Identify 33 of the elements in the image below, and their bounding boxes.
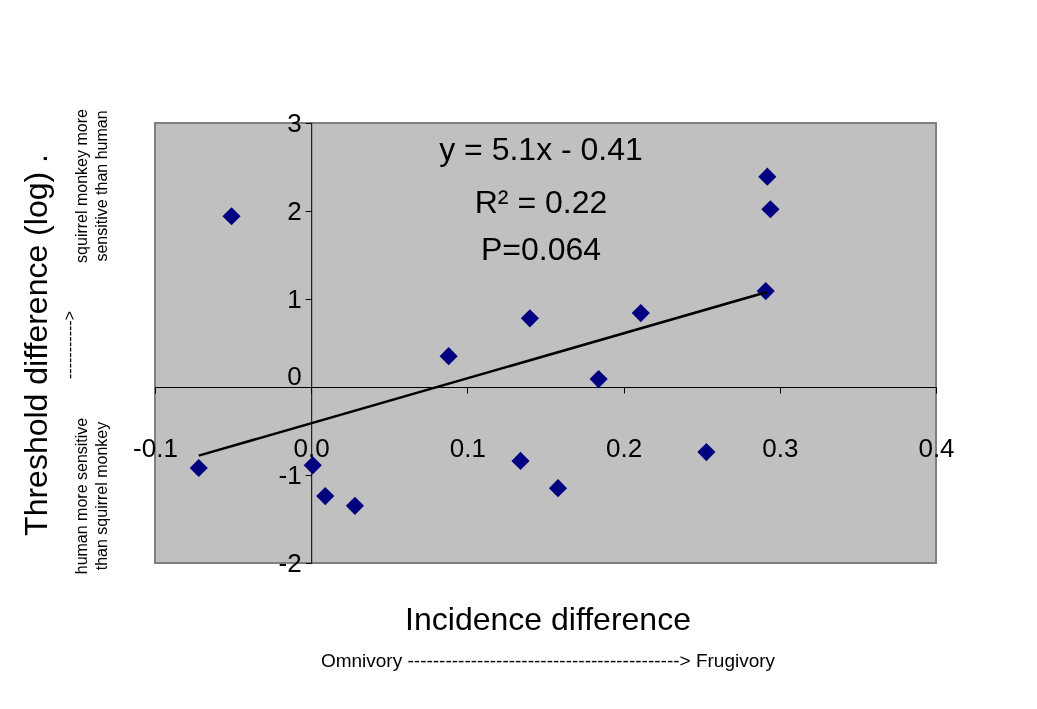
point [222, 207, 241, 226]
x-tick-label: 0.4 [918, 432, 955, 463]
point [345, 496, 365, 515]
point [697, 443, 716, 462]
text: squirrel monkey more sensitive than human [73, 108, 110, 263]
y-tick-label: -2 [278, 547, 302, 578]
y-axis-title: Threshold difference (log) . [18, 154, 54, 536]
x-axis-title: Incidence difference [405, 601, 691, 637]
text: -----------> [61, 311, 78, 379]
point [511, 451, 530, 470]
point [631, 304, 650, 323]
x-tick-label: 0.3 [762, 432, 799, 463]
text: human more sensitive than squirrel monkey [73, 417, 110, 575]
y-tick-label: 2 [287, 195, 302, 226]
y-tick-label: -1 [278, 459, 302, 490]
annotation: P=0.064 [480, 231, 602, 267]
annotation: R² = 0.22 [474, 184, 608, 220]
point [189, 458, 208, 478]
y-tick-label: 0 [287, 360, 302, 391]
y-tick-label: 3 [287, 107, 302, 138]
point [589, 370, 608, 389]
point [758, 167, 777, 186]
text: Omnivory -------------------------------------------> Frugivory [320, 650, 776, 671]
point [520, 309, 539, 328]
x-tick-label: 0.1 [449, 432, 486, 463]
x-tick-label: 0.2 [606, 432, 643, 463]
point [761, 200, 780, 219]
x-tick-label: -0.1 [133, 432, 178, 463]
point [316, 487, 335, 506]
annotation: y = 5.1x - 0.41 [439, 131, 643, 167]
point [548, 479, 568, 498]
point [439, 347, 458, 366]
y-tick-label: 1 [287, 283, 302, 314]
